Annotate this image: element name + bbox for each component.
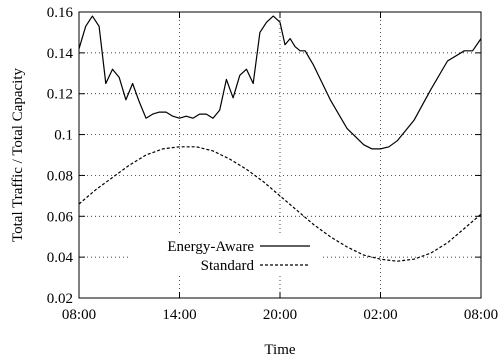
y-tick-label: 0.14 xyxy=(47,46,74,62)
legend-label-standard: Standard xyxy=(201,258,255,274)
x-tick-label: 02:00 xyxy=(363,307,397,323)
y-tick-label: 0.02 xyxy=(47,291,73,307)
x-tick-label: 14:00 xyxy=(162,307,196,323)
y-tick-label: 0.12 xyxy=(47,87,73,103)
y-axis-label: Total Traffic / Total Capacity xyxy=(10,68,26,242)
y-tick-label: 0.04 xyxy=(47,250,74,266)
series-line-energy-aware xyxy=(78,15,482,150)
legend-label-energy-aware: Energy-Aware xyxy=(167,239,254,255)
x-tick-label: 20:00 xyxy=(263,307,297,323)
y-tick-label: 0.1 xyxy=(54,128,73,144)
axis-ticks: 0.02 0.04 0.06 0.08 0.1 0.12 0.14 0.16 08:00 14:0… xyxy=(47,5,498,323)
legend-background xyxy=(128,234,320,274)
y-tick-label: 0.16 xyxy=(47,5,74,21)
x-tick-label: 08:00 xyxy=(464,307,498,323)
y-tick-label: 0.08 xyxy=(47,168,73,184)
y-tick-label: 0.06 xyxy=(47,209,74,225)
x-axis-label: Time xyxy=(264,342,295,358)
x-tick-label: 08:00 xyxy=(62,307,96,323)
series-line-standard xyxy=(78,146,482,262)
legend: Energy-Aware Standard xyxy=(128,234,320,274)
series-lines xyxy=(78,15,482,262)
